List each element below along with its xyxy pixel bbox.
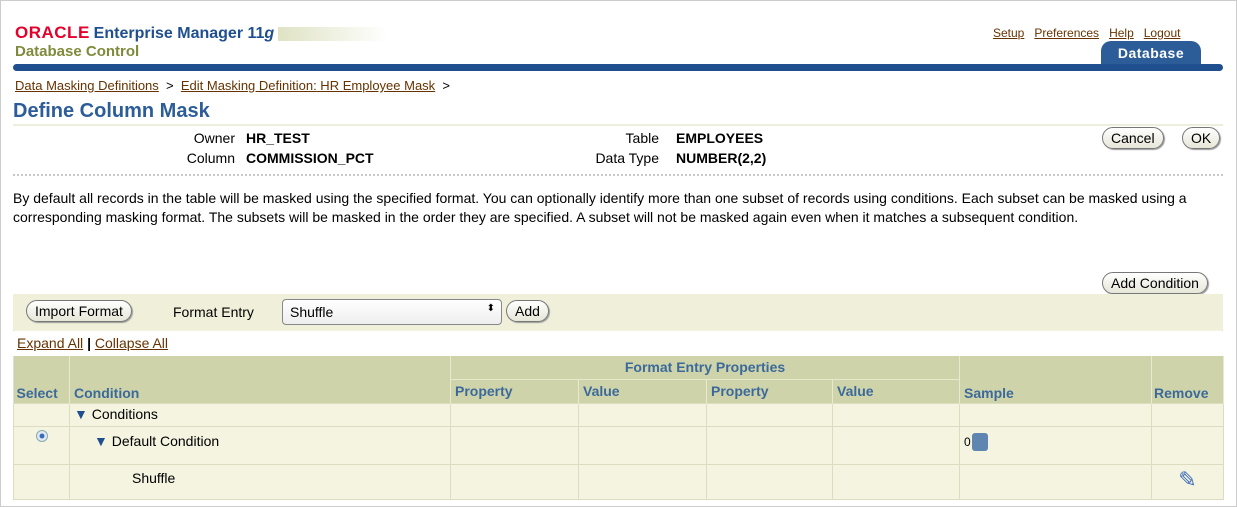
col-value-2: Value xyxy=(832,379,961,403)
cancel-button[interactable]: Cancel xyxy=(1102,127,1164,149)
page-title: Define Column Mask xyxy=(13,100,210,122)
col-select: Select xyxy=(13,356,70,403)
col-condition: Condition xyxy=(69,356,451,403)
ok-button[interactable]: OK xyxy=(1182,127,1221,149)
header-bar xyxy=(13,64,1223,71)
table-row: Shuffle ✎ xyxy=(13,463,1225,500)
format-entry-label: Format Entry xyxy=(173,304,254,320)
edit-remove-icon[interactable]: ✎ xyxy=(1178,466,1197,492)
select-radio[interactable] xyxy=(35,429,48,442)
owner-label: Owner xyxy=(193,130,235,146)
table-value: EMPLOYEES xyxy=(676,130,764,146)
sample-icon[interactable] xyxy=(971,432,988,451)
col-remove: Remove xyxy=(1151,356,1225,403)
description: By default all records in the table will… xyxy=(13,190,1187,225)
breadcrumb: Data Masking Definitions > Edit Masking … xyxy=(15,78,451,93)
datatype-value: NUMBER(2,2) xyxy=(676,150,767,166)
col-property: Property xyxy=(450,379,579,403)
logo: ORACLE Enterprise Manager 11g xyxy=(15,23,389,43)
preferences-link[interactable]: Preferences xyxy=(1034,26,1100,40)
conditions-table: Select Condition Format Entry Properties… xyxy=(13,356,1225,500)
global-links: Setup Preferences Help Logout xyxy=(983,24,1180,40)
import-format-button[interactable]: Import Format xyxy=(26,300,132,322)
column-label: Column xyxy=(186,150,235,166)
col-property-2: Property xyxy=(706,379,833,403)
logout-link[interactable]: Logout xyxy=(1143,26,1181,40)
collapse-all-link[interactable]: Collapse All xyxy=(94,335,169,351)
breadcrumb-edit-masking-definition[interactable]: Edit Masking Definition: HR Employee Mas… xyxy=(180,78,436,93)
format-entry-select[interactable]: Shuffle ⬍ xyxy=(282,299,502,325)
table-row: ▼ Default Condition 0 xyxy=(13,425,1225,465)
product-name: Enterprise Manager 11g xyxy=(93,25,275,42)
col-sample: Sample xyxy=(959,356,1153,403)
app-subtitle: Database Control xyxy=(15,43,140,60)
add-condition-button[interactable]: Add Condition xyxy=(1102,272,1208,294)
collapse-triangle-icon[interactable]: ▼ xyxy=(94,432,108,449)
breadcrumb-data-masking-definitions[interactable]: Data Masking Definitions xyxy=(15,78,159,93)
owner-value: HR_TEST xyxy=(246,130,310,146)
column-value: COMMISSION_PCT xyxy=(246,150,374,166)
col-group-format-entry-properties: Format Entry Properties xyxy=(450,356,961,380)
col-value: Value xyxy=(578,379,707,403)
datatype-label: Data Type xyxy=(595,150,659,166)
collapse-triangle-icon[interactable]: ▼ xyxy=(74,405,88,422)
tab-database[interactable]: Database xyxy=(1101,41,1201,67)
add-button[interactable]: Add xyxy=(506,300,549,322)
setup-link[interactable]: Setup xyxy=(993,26,1025,40)
updown-icon: ⬍ xyxy=(486,303,495,314)
help-link[interactable]: Help xyxy=(1109,26,1134,40)
table-label: Table xyxy=(625,130,659,146)
expand-all-link[interactable]: Expand All xyxy=(17,335,84,351)
toolbar xyxy=(13,294,1223,330)
table-row: ▼ Conditions xyxy=(13,402,1225,427)
